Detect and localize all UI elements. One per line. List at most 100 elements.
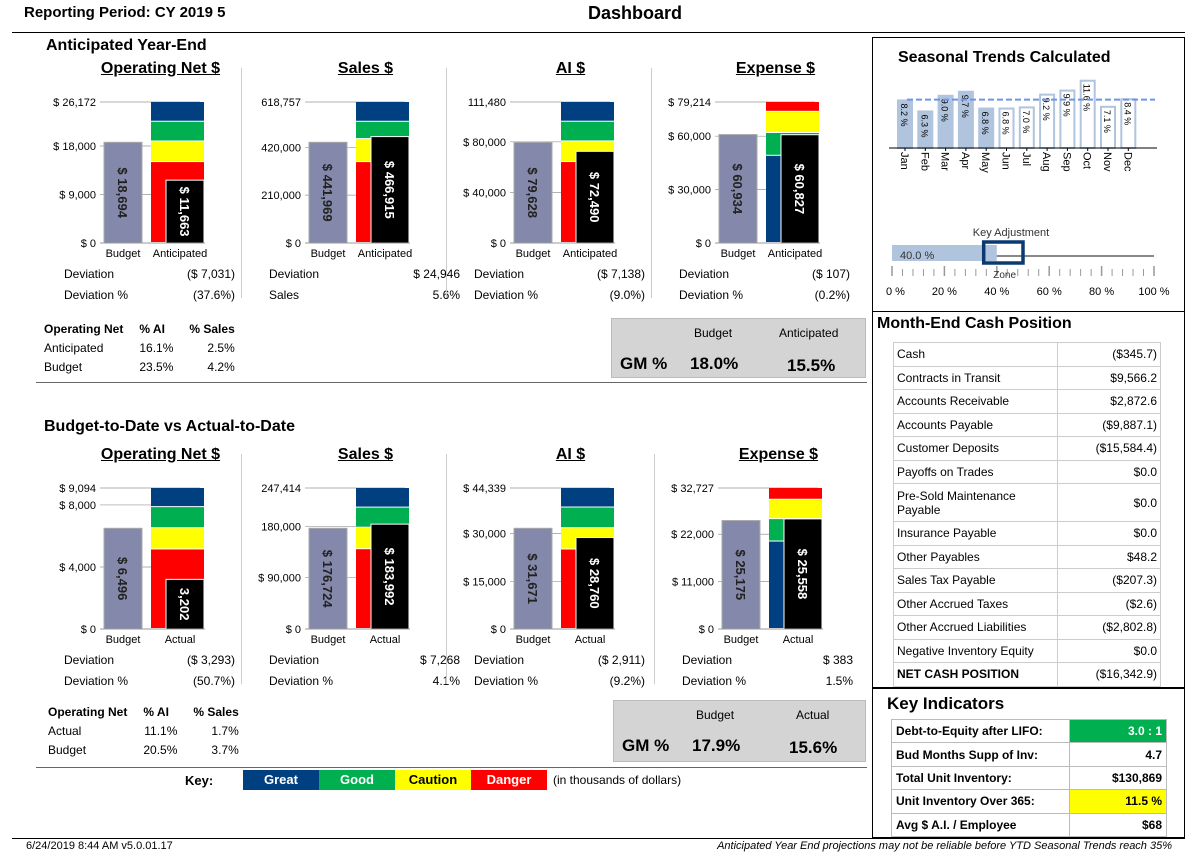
deviation-label: Deviation %: [679, 288, 744, 302]
bar-chart: $ 0 $ 90,000 180,000 247,414 $ 176,724 $ 183,…: [258, 483, 410, 646]
category-actual: Actual: [370, 634, 401, 646]
budget-bar: [103, 141, 143, 244]
budget-value-label: $ 31,671: [525, 553, 540, 604]
pct-cell: 11.1%: [144, 724, 178, 738]
cash-value: ($2,802.8): [1057, 615, 1161, 640]
category-actual: Anticipated: [358, 248, 412, 260]
cash-label: Other Accrued Liabilities: [893, 615, 1058, 640]
key-great: Great: [243, 770, 319, 790]
category-budget: Budget: [724, 634, 759, 646]
cash-value: ($16,342.9): [1057, 662, 1161, 687]
key-note: (in thousands of dollars): [553, 773, 682, 787]
category-actual: Anticipated: [153, 248, 207, 260]
scale-label: 0 %: [886, 286, 905, 298]
tick-label: 618,757: [261, 97, 301, 109]
good-band: [356, 507, 409, 527]
footer-divider: [12, 838, 1185, 839]
budget-value-label: $ 176,724: [320, 550, 335, 609]
cash-table: Cash ($345.7) Contracts in Transit $9,566.2…: [893, 342, 1161, 687]
tick-label: $ 79,214: [668, 97, 711, 109]
actual-bar: [165, 578, 205, 630]
good-band: [561, 507, 614, 528]
chart-sales--chart: Sales $ $ 0 210,000 420,000 618,757 $ 441,969…: [245, 60, 460, 302]
pct-row: Anticipated 16.1% 2.5%: [44, 340, 249, 357]
cash-value: $0.0: [1057, 638, 1161, 663]
category-budget: Budget: [516, 248, 551, 260]
seasonal-value-label: 9.9 %: [1061, 94, 1071, 117]
cash-row: Accounts Payable ($9,887.1): [893, 412, 1161, 437]
bar-chart: $ 0 $ 30,000 $ 60,000 $ 79,214 $ 60,934 $ 60,…: [668, 97, 822, 260]
deviation-label: Deviation: [474, 653, 525, 667]
indicator-row: Unit Inventory Over 365: 11.5 %: [891, 789, 1167, 814]
great-band: [151, 102, 204, 121]
tick-label: $ 0: [81, 624, 96, 636]
deviation-label: Deviation: [269, 267, 320, 281]
tick-label: 180,000: [261, 521, 301, 533]
footer-note: Anticipated Year End projections may not…: [717, 840, 1172, 852]
anticipated-title: Anticipated Year-End: [46, 37, 207, 54]
budget-value-label: $ 79,628: [525, 167, 540, 218]
cash-label: Accounts Receivable: [893, 389, 1058, 414]
cash-row: Customer Deposits ($15,584.4): [893, 436, 1161, 461]
seasonal-value-label: 7.1 %: [1102, 110, 1112, 133]
pct-header: Operating Net: [44, 322, 124, 336]
gm-actual-header: Anticipated: [779, 326, 839, 340]
chart-separator: [446, 68, 447, 298]
seasonal-value-label: 7.0 %: [1021, 110, 1031, 133]
cash-label: Insurance Payable: [893, 521, 1058, 546]
indicator-row: Debt-to-Equity after LIFO: 3.0 : 1: [891, 718, 1167, 744]
deviation-value: (37.6%): [192, 288, 235, 302]
danger-band: [769, 488, 822, 499]
actual-value-label: $ 60,827: [792, 164, 807, 215]
chart-title: Expense $: [735, 60, 816, 77]
pct-cell: 2.5%: [207, 341, 235, 355]
deviation-label: Deviation: [682, 653, 733, 667]
cash-label: Negative Inventory Equity: [893, 638, 1058, 663]
cash-label: Cash: [893, 342, 1058, 367]
pct-cell: 16.1%: [139, 341, 174, 355]
anticipated-pct-table: Operating Net % AI % Sales Anticipated 16.1%…: [42, 319, 251, 378]
budget-bar: [308, 527, 348, 630]
indicator-label: Unit Inventory Over 365:: [891, 789, 1070, 814]
actual-bar: [783, 518, 823, 630]
actual-bar: [575, 150, 615, 244]
pct-row: Actual 11.1% 1.7%: [48, 723, 253, 740]
indicator-label: Avg $ A.I. / Employee: [891, 812, 1070, 837]
pct-header-row: Operating Net % AI % Sales: [48, 704, 253, 721]
deviation-value: ($ 3,293): [186, 653, 235, 667]
zone-label: Zone: [993, 270, 1016, 281]
cash-label: Other Payables: [893, 544, 1058, 569]
pct-cell: 23.5%: [139, 360, 174, 374]
seasonal-value-label: 6.8 %: [980, 112, 990, 135]
seasonal-value-label: 9.2 %: [1041, 98, 1051, 121]
section-divider: [36, 382, 867, 383]
tick-label: $ 0: [81, 238, 96, 250]
budget-bar: [513, 141, 553, 244]
tick-label: $ 0: [286, 624, 301, 636]
gm-actual-header: Actual: [796, 708, 830, 722]
to-date-pct-table: Operating Net % AI % Sales Actual 11.1% 1.7% B…: [46, 702, 255, 761]
tick-label: $ 44,339: [463, 483, 506, 495]
pct-cell: Anticipated: [44, 341, 104, 355]
chart-title: Operating Net $: [100, 60, 221, 77]
chart-operating-net--chart: Operating Net $ $ 0 $ 9,000 $ 18,000 $ 26,17…: [40, 60, 245, 302]
cash-value: $2,872.6: [1057, 389, 1161, 414]
good-band: [561, 121, 614, 141]
great-band: [561, 488, 614, 507]
tick-label: 210,000: [261, 190, 301, 202]
pct-header: % Sales: [193, 705, 239, 719]
actual-value-label: $ 183,992: [382, 548, 397, 606]
month-label: May: [979, 152, 991, 173]
cash-title: Month-End Cash Position: [877, 315, 1072, 332]
color-key: Key: Great Good Caution Danger (in thous…: [185, 770, 681, 790]
budget-value-label: $ 18,694: [115, 167, 130, 218]
budget-bar: [103, 527, 143, 630]
deviation-value: ($ 107): [811, 267, 850, 281]
chart-title: Sales $: [337, 446, 394, 463]
deviation-label: Deviation %: [64, 674, 129, 688]
month-label: Mar: [939, 152, 951, 171]
indicator-value: 11.5 %: [1069, 789, 1167, 814]
indicator-value: $68: [1069, 812, 1167, 837]
indicator-row: Bud Months Supp of Inv: 4.7: [891, 742, 1167, 767]
key-caution: Caution: [395, 770, 471, 790]
